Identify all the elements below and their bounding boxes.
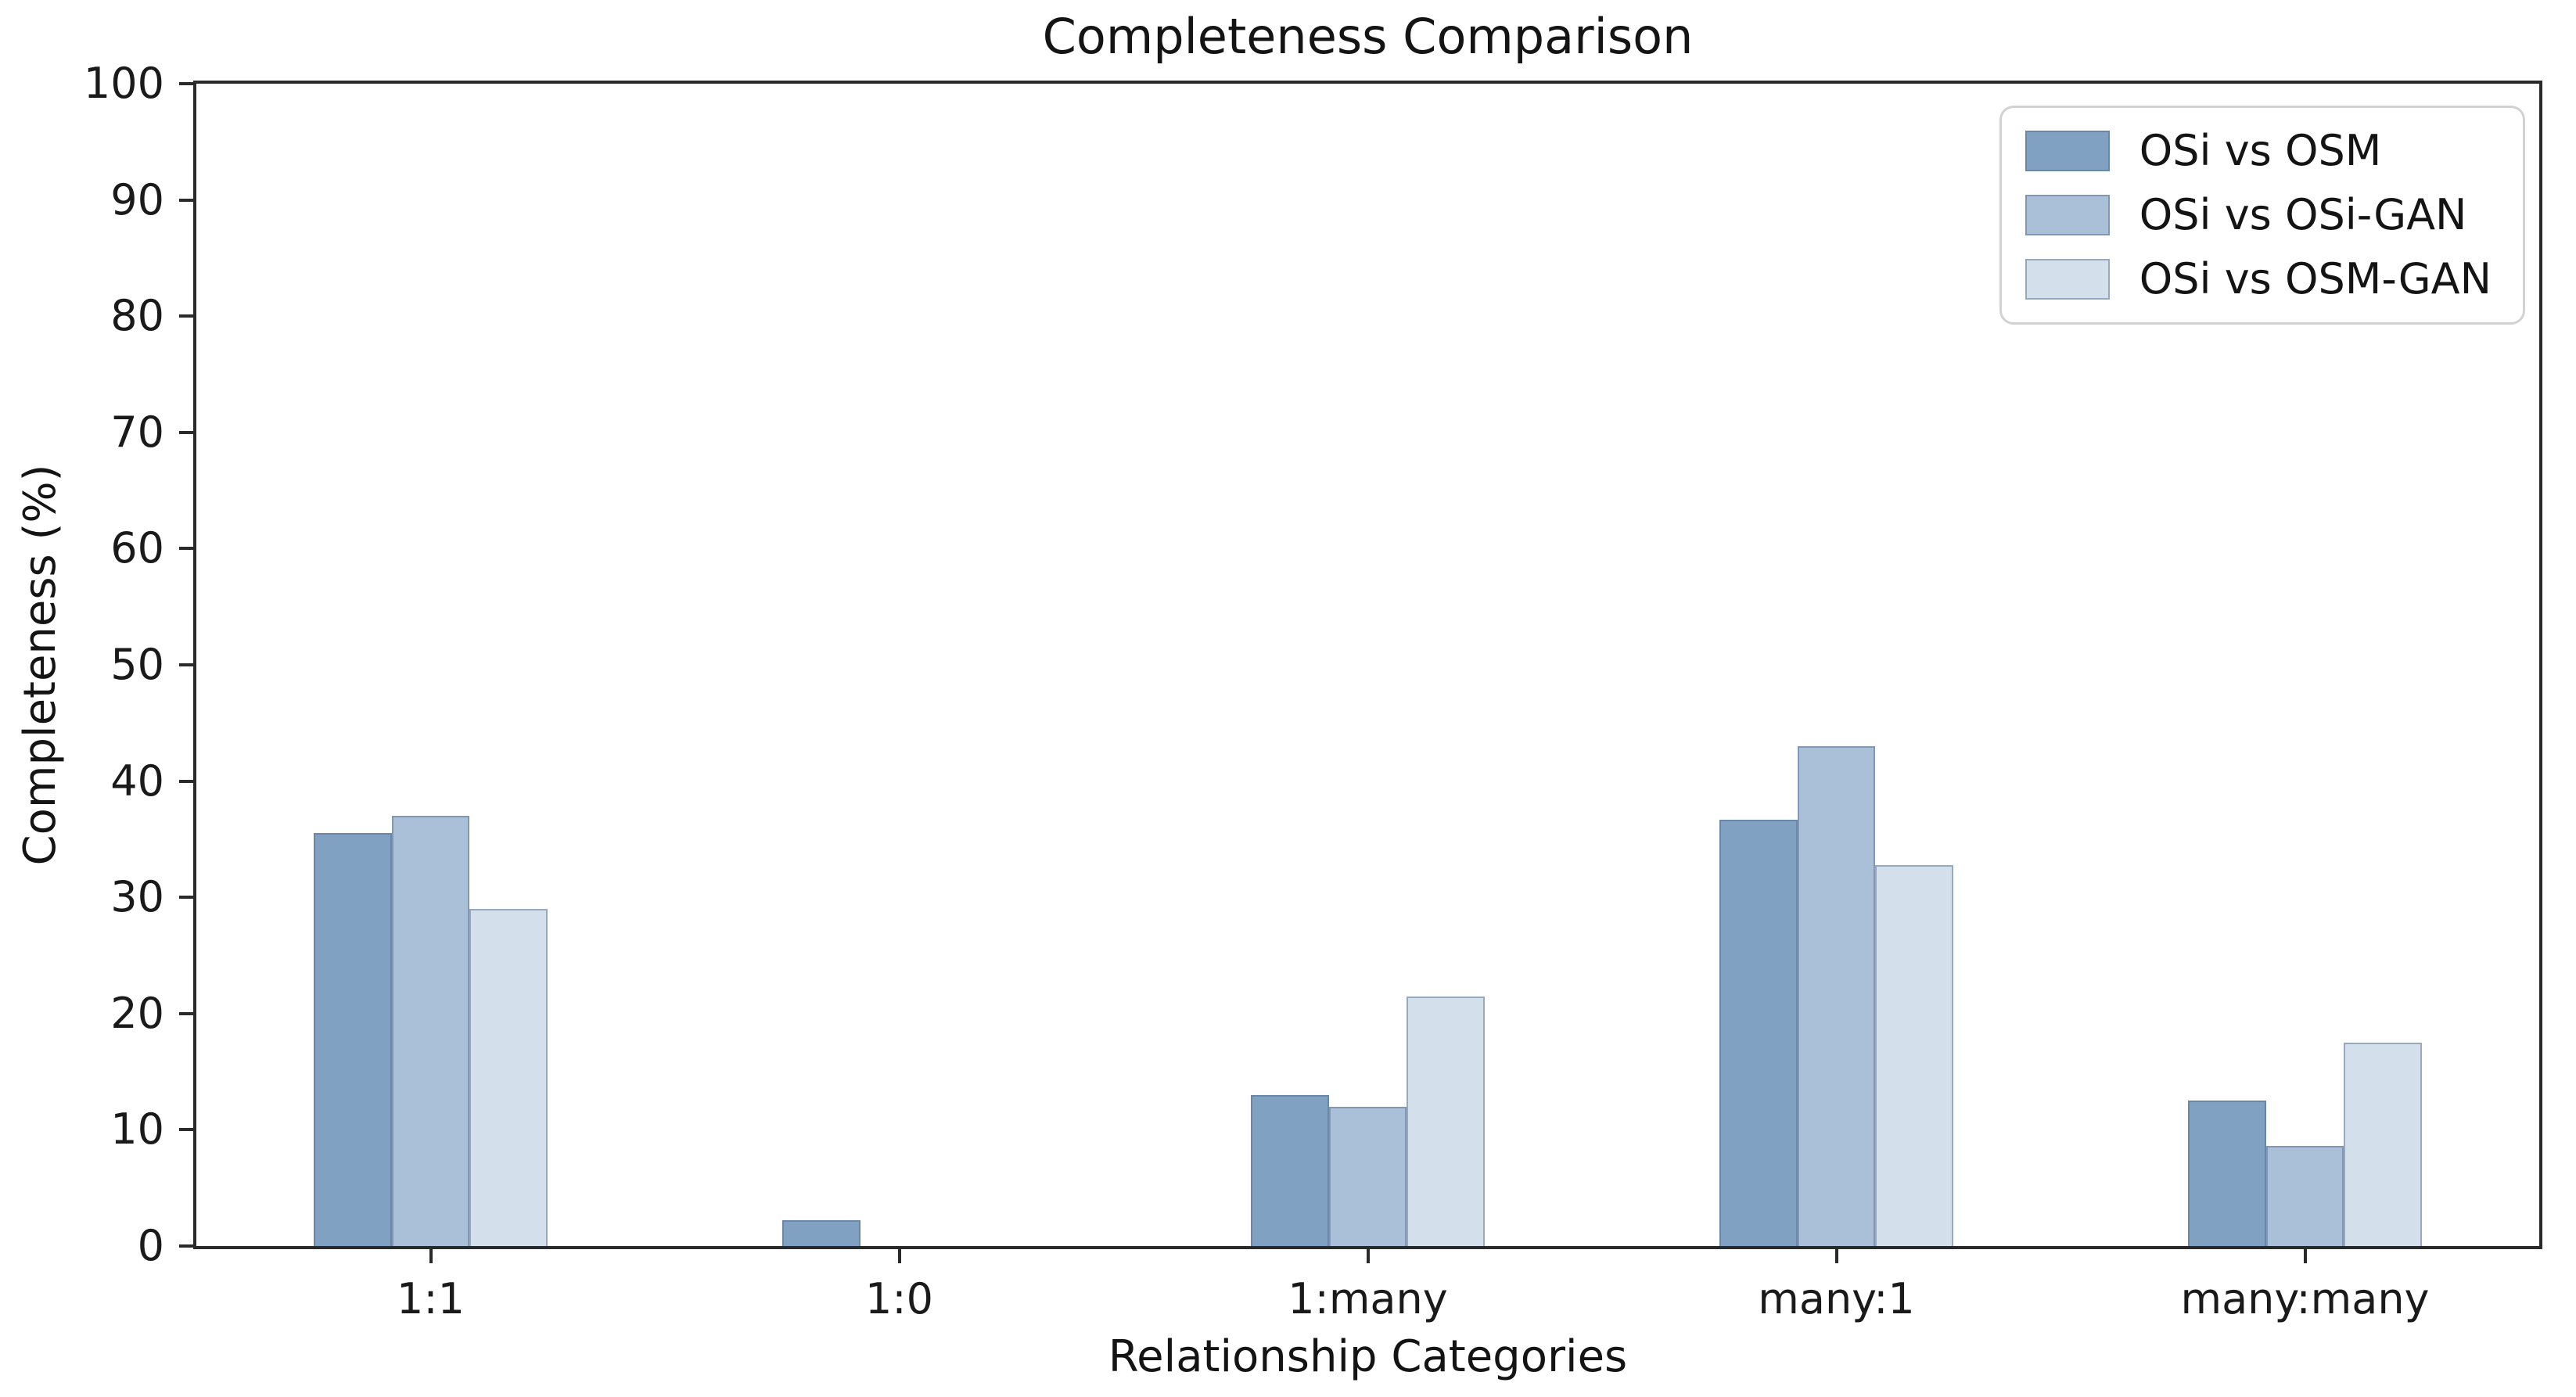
y-tick-mark [179, 896, 193, 900]
bar-1:many-OSi vs OSM-GAN [1407, 996, 1486, 1246]
legend-item: OSi vs OSM-GAN [2025, 258, 2492, 300]
legend-swatch-icon [2025, 195, 2110, 235]
bar-1:many-OSi vs OSi-GAN [1328, 1106, 1407, 1246]
x-tick-mark [2303, 1249, 2307, 1263]
x-tick-mark [1366, 1249, 1370, 1263]
y-tick-label-40: 40 [110, 756, 164, 806]
bar-1:many-OSi vs OSM [1250, 1094, 1329, 1246]
y-tick-mark [179, 82, 193, 85]
x-tick-label-1:1: 1:1 [397, 1274, 465, 1323]
plot-area: OSi vs OSM OSi vs OSi-GAN OSi vs OSM-GAN [193, 81, 2542, 1249]
bar-many:many-OSi vs OSi-GAN [2265, 1146, 2344, 1246]
x-tick-mark [1834, 1249, 1838, 1263]
bar-1:0-OSi vs OSM [781, 1220, 860, 1246]
bar-many:1-OSi vs OSM-GAN [1875, 864, 1954, 1246]
bar-many:1-OSi vs OSi-GAN [1797, 746, 1876, 1246]
bar-1:1-OSi vs OSi-GAN [391, 816, 470, 1246]
y-tick-mark [179, 430, 193, 434]
legend-label: OSi vs OSM-GAN [2139, 254, 2492, 303]
legend-swatch-icon [2025, 131, 2110, 171]
bar-many:1-OSi vs OSM [1719, 819, 1798, 1246]
legend-swatch-icon [2025, 259, 2110, 300]
x-tick-label-many:1: many:1 [1758, 1274, 1915, 1323]
y-tick-label-10: 10 [110, 1104, 164, 1155]
bar-1:1-OSi vs OSM-GAN [469, 909, 548, 1246]
y-tick-mark [179, 779, 193, 783]
bars-layer [196, 84, 2539, 1246]
y-tick-label-20: 20 [110, 988, 164, 1038]
bar-many:many-OSi vs OSM [2187, 1101, 2266, 1246]
y-tick-label-70: 70 [110, 407, 164, 457]
y-tick-label-0: 0 [137, 1221, 164, 1270]
y-tick-mark [179, 198, 193, 202]
y-tick-mark [179, 547, 193, 551]
y-tick-mark [179, 663, 193, 666]
y-tick-mark [179, 1128, 193, 1132]
legend-item: OSi vs OSM [2025, 130, 2492, 172]
y-tick-label-80: 80 [110, 291, 164, 341]
bar-many:many-OSi vs OSM-GAN [2344, 1042, 2423, 1246]
y-tick-label-90: 90 [110, 174, 164, 224]
y-tick-mark [179, 1011, 193, 1015]
x-tick-label-many:many: many:many [2180, 1274, 2430, 1323]
bar-1:1-OSi vs OSM [313, 833, 392, 1246]
y-tick-label-50: 50 [110, 640, 164, 689]
x-axis-title: Relationship Categories [1108, 1331, 1628, 1382]
x-tick-mark [897, 1249, 901, 1263]
x-tick-label-1:0: 1:0 [865, 1274, 933, 1323]
x-tick-mark [429, 1249, 433, 1263]
legend-item: OSi vs OSi-GAN [2025, 194, 2492, 236]
y-tick-mark [179, 1244, 193, 1248]
y-tick-mark [179, 314, 193, 318]
legend-label: OSi vs OSi-GAN [2139, 190, 2467, 239]
x-tick-label-1:many: 1:many [1288, 1274, 1448, 1323]
y-tick-label-60: 60 [110, 523, 164, 573]
y-tick-label-100: 100 [83, 59, 164, 108]
legend: OSi vs OSM OSi vs OSi-GAN OSi vs OSM-GAN [1999, 106, 2525, 325]
y-tick-label-30: 30 [110, 872, 164, 922]
chart-title: Completeness Comparison [1042, 8, 1694, 65]
legend-label: OSi vs OSM [2139, 126, 2382, 175]
